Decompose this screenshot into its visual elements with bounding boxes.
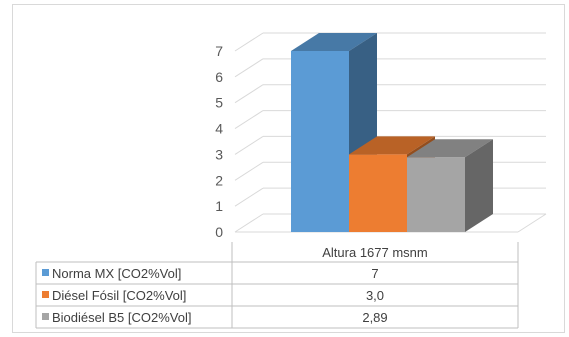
bar-top — [291, 33, 377, 51]
legend-label: Diésel Fósil [CO2%Vol] — [52, 288, 186, 303]
category-label: Altura 1677 msnm — [322, 245, 428, 260]
data-label: 3,0 — [366, 288, 384, 303]
y-tick-label: 1 — [215, 198, 223, 214]
data-label: 7 — [371, 266, 378, 281]
bar-front — [291, 51, 349, 232]
data-label: 2,89 — [362, 310, 387, 325]
legend-swatch — [42, 313, 49, 320]
side-wall-gridline — [234, 187, 264, 207]
legend-swatch — [42, 269, 49, 276]
bar-top — [407, 139, 493, 158]
side-wall-gridline — [234, 161, 264, 181]
chart-frame — [12, 4, 565, 333]
side-wall-gridline — [234, 136, 264, 155]
bar-side — [465, 139, 493, 232]
legend-label: Biodiésel B5 [CO2%Vol] — [52, 310, 191, 325]
legend-swatch — [42, 291, 49, 298]
y-tick-label: 3 — [215, 146, 223, 162]
y-tick-label: 2 — [215, 172, 223, 188]
side-wall-gridline — [234, 110, 264, 129]
floor-side-edge — [517, 213, 547, 233]
side-wall-gridline — [234, 213, 264, 233]
y-tick-label: 0 — [215, 224, 223, 240]
y-tick-label: 4 — [215, 121, 223, 137]
bar-front — [407, 157, 465, 232]
y-tick-label: 7 — [215, 43, 223, 59]
legend-label: Norma MX [CO2%Vol] — [52, 266, 181, 281]
side-wall-gridline — [234, 84, 264, 104]
bar-top — [349, 136, 435, 155]
side-wall-gridline — [234, 58, 264, 78]
side-wall-gridline — [234, 32, 264, 52]
bar-front — [349, 154, 407, 232]
y-tick-label: 6 — [215, 69, 223, 85]
y-tick-label: 5 — [215, 95, 223, 111]
